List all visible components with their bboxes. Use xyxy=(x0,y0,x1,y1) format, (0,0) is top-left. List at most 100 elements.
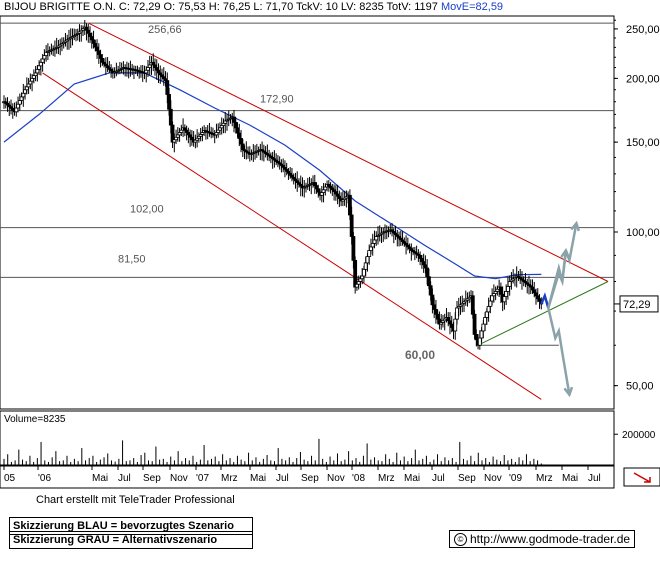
price-bar-body xyxy=(42,55,47,60)
price-bar-body xyxy=(530,286,535,291)
price-bar-body xyxy=(156,69,161,74)
price-bar-body xyxy=(31,75,36,79)
price-bar-body xyxy=(481,323,486,332)
trend-line xyxy=(42,72,542,400)
time-axis-label: Nov xyxy=(484,473,502,484)
quote-line: BIJOU BRIGITTE O.N. C: 72,29 O: 75,53 H:… xyxy=(4,1,438,13)
price-bar-body xyxy=(535,295,540,300)
price-bar-body xyxy=(432,304,437,310)
volume-label: Volume=8235 xyxy=(4,414,66,425)
price-bar-body xyxy=(504,290,509,297)
time-axis-label: 05 xyxy=(4,473,16,484)
stock-chart: 250,00 200,00 150,00 100,00 50,00 256,66 172,9… xyxy=(0,15,660,489)
price-bar-body xyxy=(349,214,354,237)
price-bar-body xyxy=(477,337,482,346)
price-bar-body xyxy=(435,313,440,320)
time-axis-label: Nov xyxy=(327,473,345,484)
price-bar-body xyxy=(474,334,479,341)
price-bar-body xyxy=(472,313,477,335)
price-bar-body xyxy=(484,311,489,318)
time-axis-label: Jul xyxy=(276,473,289,484)
price-bar-body xyxy=(319,192,324,196)
scenario-grey-arrowhead xyxy=(570,220,581,232)
price-bar-body xyxy=(483,317,487,325)
price-bar-body xyxy=(356,281,361,285)
copyright-icon: © xyxy=(454,533,467,547)
price-bar-body xyxy=(239,138,243,145)
level-label: 81,50 xyxy=(118,253,146,265)
price-bar-body xyxy=(37,65,42,70)
price-bar-body xyxy=(362,268,366,277)
price-bar-body xyxy=(479,330,484,339)
price-bar-body xyxy=(449,323,454,328)
price-bar-body xyxy=(321,189,326,193)
source-link[interactable]: © http://www.godmode-trader.de xyxy=(449,530,636,549)
price-bar-body xyxy=(240,143,245,151)
price-bar-body xyxy=(33,72,38,77)
trend-line xyxy=(88,22,609,282)
price-bar-body xyxy=(358,278,363,282)
time-axis-label: Jul xyxy=(432,473,445,484)
moving-average-line xyxy=(3,72,542,280)
price-bar-body xyxy=(21,92,26,98)
price-bar-body xyxy=(28,80,33,85)
price-axis-label: 150,00 xyxy=(626,137,660,149)
price-bar-body xyxy=(35,68,40,74)
price-bar-body xyxy=(506,285,510,292)
price-bar-body xyxy=(355,283,359,288)
price-bar-body xyxy=(453,318,458,332)
price-bar-body xyxy=(488,300,493,307)
price-bar-body xyxy=(100,58,105,63)
legend-grey-scenario: Skizzierung GRAU = Alternativszenario xyxy=(9,531,253,549)
time-axis-label: '06 xyxy=(38,473,51,484)
price-bar-body xyxy=(490,295,495,302)
time-axis-label: Nov xyxy=(170,473,188,484)
price-bar-body xyxy=(40,58,45,63)
price-bar-body xyxy=(486,305,491,313)
source-url[interactable]: http://www.godmode-trader.de xyxy=(470,532,631,546)
volume-panel-frame xyxy=(0,410,615,466)
time-axis-label: Sep xyxy=(301,473,319,484)
price-bar-body xyxy=(84,26,89,31)
price-bar-body xyxy=(470,295,475,315)
price-bar-body xyxy=(498,286,503,295)
price-bar-body xyxy=(507,281,512,287)
price-bar-body xyxy=(88,32,92,37)
time-axis-label: Sep xyxy=(143,473,161,484)
time-axis-label: Mai xyxy=(250,473,266,484)
price-bar-body xyxy=(425,267,430,278)
price-bar-body xyxy=(89,36,94,41)
price-bar-body xyxy=(96,50,101,55)
price-bar-body xyxy=(446,317,451,322)
scenario-grey-arrowhead xyxy=(563,386,574,398)
price-bar-body xyxy=(448,320,452,325)
price-bar-body xyxy=(312,182,317,187)
price-bar-body xyxy=(374,236,379,241)
price-bar-body xyxy=(532,289,537,294)
price-bar-body xyxy=(19,96,24,101)
level-label: 172,90 xyxy=(260,94,294,106)
price-bar-body xyxy=(232,116,236,123)
price-bar-body xyxy=(14,107,19,113)
level-label: 102,00 xyxy=(130,204,164,216)
price-bar-body xyxy=(418,254,423,259)
price-bar-body xyxy=(144,69,149,74)
scenario-grey-path xyxy=(547,307,571,395)
time-axis-label: Mrz xyxy=(221,473,238,484)
time-axis-label: Mrz xyxy=(378,473,395,484)
time-axis-label: Mrz xyxy=(536,473,553,484)
scroll-arrow-icon xyxy=(633,472,651,483)
chart-header: BIJOU BRIGITTE O.N. C: 72,29 O: 75,53 H:… xyxy=(4,1,503,13)
price-bar-body xyxy=(423,264,428,269)
volume-axis-label: 200000 xyxy=(622,430,656,441)
price-bar-body xyxy=(30,77,34,82)
price-bar-body xyxy=(235,127,240,134)
time-axis-label: Sep xyxy=(458,473,476,484)
price-axis-label: 100,00 xyxy=(626,227,660,239)
price-bar-body xyxy=(95,46,99,52)
price-bar-body xyxy=(428,285,433,296)
last-price-label: 72,29 xyxy=(623,299,651,311)
price-bar-body xyxy=(369,246,373,251)
price-bar-body xyxy=(372,239,377,244)
price-bar-body xyxy=(237,132,242,139)
